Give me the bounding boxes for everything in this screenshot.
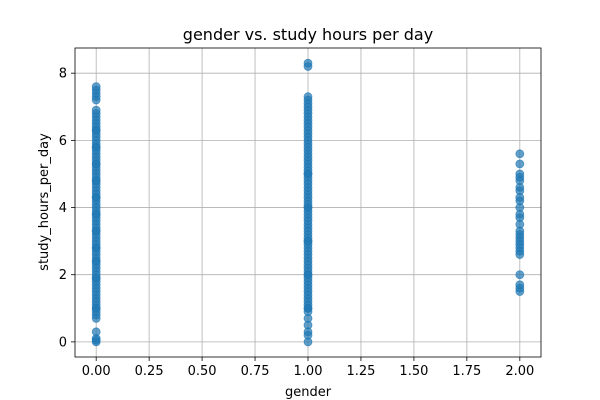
data-point [91, 226, 101, 236]
data-point [303, 58, 313, 68]
data-point [91, 256, 101, 266]
y-tick-label: 0 [59, 335, 67, 350]
x-tick-label: 1.50 [399, 364, 428, 379]
data-point [303, 270, 313, 280]
data-points [91, 58, 525, 347]
data-point [91, 82, 101, 92]
data-point [91, 303, 101, 313]
y-tick-label: 2 [59, 268, 67, 283]
x-tick-label: 1.25 [346, 364, 375, 379]
data-point [515, 149, 525, 159]
y-tick-label: 8 [59, 67, 67, 82]
data-point [91, 176, 101, 186]
x-axis-ticks: 0.00 0.25 0.50 0.75 1.00 1.25 1.50 1.75 2.00 [82, 357, 534, 379]
data-point [91, 327, 101, 337]
data-point [515, 280, 525, 290]
data-point [91, 273, 101, 283]
data-point [91, 243, 101, 253]
data-point [303, 236, 313, 246]
x-tick-label: 0.00 [82, 364, 111, 379]
chart-title: gender vs. study hours per day [183, 25, 433, 44]
data-point [91, 105, 101, 115]
y-axis-ticks: 0 2 4 6 8 [59, 67, 75, 350]
data-point [515, 159, 525, 169]
x-tick-label: 1.75 [452, 364, 481, 379]
data-point [303, 169, 313, 179]
data-point [91, 142, 101, 152]
data-point [91, 209, 101, 219]
data-point [91, 159, 101, 169]
x-tick-label: 0.25 [135, 364, 164, 379]
y-tick-label: 4 [59, 201, 67, 216]
data-point [91, 193, 101, 202]
x-tick-label: 0.75 [241, 364, 270, 379]
data-point [91, 125, 101, 135]
x-tick-label: 0.50 [188, 364, 217, 379]
data-point [515, 270, 525, 280]
y-tick-label: 6 [59, 134, 67, 149]
x-tick-label: 1.00 [294, 364, 323, 379]
x-axis-label: gender [285, 385, 332, 400]
x-tick-label: 2.00 [505, 364, 534, 379]
data-point [303, 203, 313, 212]
y-axis-label: study_hours_per_day [37, 133, 52, 271]
data-point [303, 92, 313, 102]
data-point [303, 303, 313, 313]
data-point [515, 169, 525, 179]
